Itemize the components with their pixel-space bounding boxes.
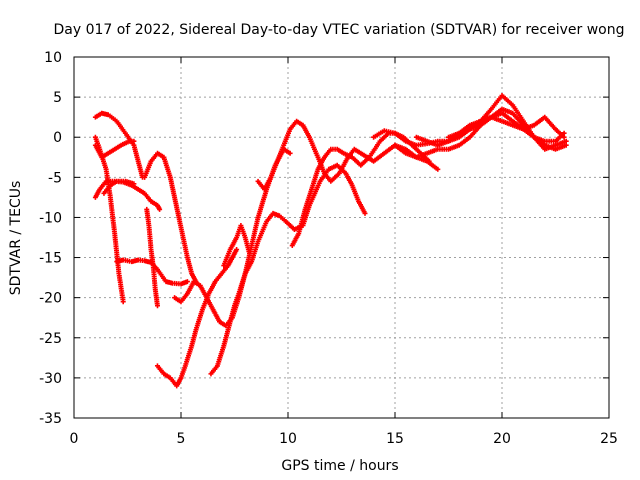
series-arc-14 [289,130,432,249]
y-axis-label: SDTVAR / TECUs [8,181,24,296]
series-arc-12 [221,223,252,269]
data-point-markers [221,223,252,269]
chart-title: Day 017 of 2022, Sidereal Day-to-day VTE… [54,22,625,38]
data-point-markers [154,247,240,389]
x-tick-label: 20 [493,431,511,447]
x-tick-label: 0 [70,431,79,447]
grid [74,57,609,418]
y-tick-label: 0 [53,130,62,146]
y-tick-label: -15 [39,251,62,267]
x-axis-label: GPS time / hours [281,458,398,474]
series-arc-11 [208,162,368,377]
series-arc-3 [92,134,126,305]
data-point-markers [101,178,137,196]
series-arc-5 [101,178,137,196]
series-arc-8 [144,206,160,309]
data-point-markers [446,106,567,144]
data-point-markers [289,130,432,249]
data-layer [92,93,569,389]
y-tick-label: -35 [39,411,62,427]
plot-frame [73,56,610,419]
y-tick-label: -10 [39,210,62,226]
x-tick-label: 25 [600,431,618,447]
data-point-markers [142,150,199,285]
y-tick-label: 10 [44,50,62,66]
y-tick-label: -20 [39,291,62,307]
data-point-markers [92,134,126,305]
series-arc-9 [154,247,240,389]
y-tick-label: -30 [39,371,62,387]
y-tick-label: -25 [39,331,62,347]
series-arc-18 [446,106,567,144]
y-tick-label: 5 [53,90,62,106]
data-point-markers [144,206,160,309]
series-arc-4 [92,138,137,160]
series-arc-7 [142,150,199,285]
data-point-markers [92,138,137,160]
axis-ticks: 0 5 10 15 20 25 -35 -30 -25 -20 -15 -10 -5 0 5 10 [39,50,618,447]
x-tick-label: 5 [177,431,186,447]
x-tick-label: 15 [386,431,404,447]
y-tick-label: -5 [48,170,62,186]
x-tick-label: 10 [279,431,297,447]
data-point-markers [208,162,368,377]
